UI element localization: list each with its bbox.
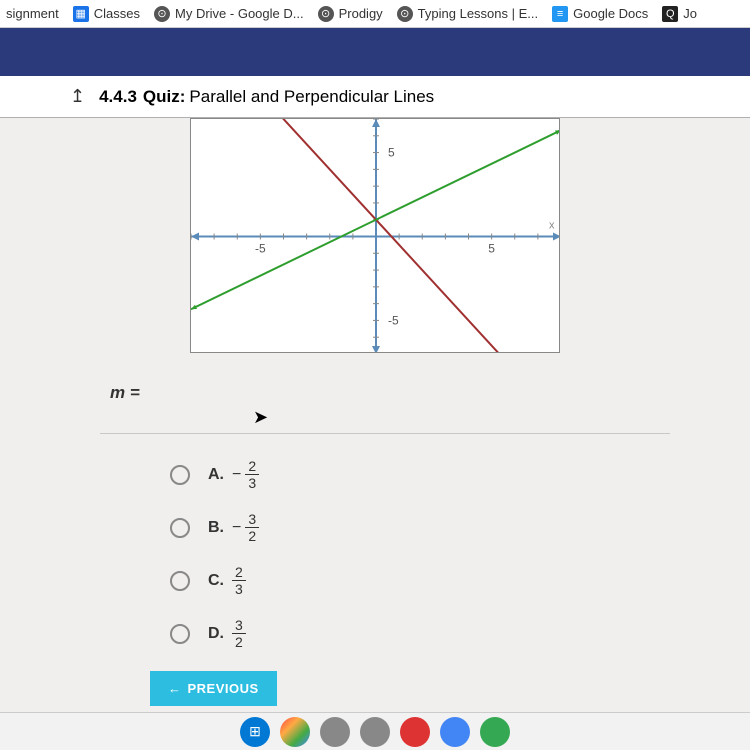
task-icon[interactable] (440, 717, 470, 747)
back-arrow-icon[interactable]: ↥ (70, 86, 85, 107)
bookmark-item[interactable]: ⊙ My Drive - Google D... (154, 6, 304, 22)
bookmark-icon: Q (662, 6, 678, 22)
task-icon[interactable] (480, 717, 510, 747)
bookmark-label: Google Docs (573, 6, 648, 21)
answer-options: A. −23 B. −32 C. 23 D. 32 (0, 459, 750, 649)
app-header-bar (0, 28, 750, 76)
bookmark-item[interactable]: signment (6, 6, 59, 21)
option-value: −23 (232, 459, 259, 490)
bookmark-label: Jo (683, 6, 697, 21)
divider (100, 433, 670, 434)
radio-icon (170, 518, 190, 538)
bookmark-item[interactable]: ▦ Classes (73, 6, 140, 22)
task-icon[interactable] (280, 717, 310, 747)
option-letter: C. (208, 572, 224, 590)
taskbar: ⊞ (0, 712, 750, 750)
quiz-kind: Quiz: (143, 87, 186, 107)
svg-text:x: x (549, 220, 555, 232)
content-area: 5 -5 5 -5 x m = A. −23 B. −32 C. 23 D. 32 ← PREVIOU… (0, 118, 750, 726)
bookmarks-bar: signment▦Classes⊙My Drive - Google D...⊙… (0, 0, 750, 28)
previous-button[interactable]: ← PREVIOUS (150, 671, 277, 706)
bookmark-icon: ⊙ (154, 6, 170, 22)
answer-option[interactable]: C. 23 (170, 565, 750, 596)
svg-text:-5: -5 (388, 313, 399, 327)
bookmark-icon: ⊙ (318, 6, 334, 22)
option-value: 23 (232, 565, 246, 596)
option-letter: B. (208, 519, 224, 537)
bookmark-item[interactable]: ≡ Google Docs (552, 6, 648, 22)
radio-icon (170, 571, 190, 591)
task-icon[interactable] (360, 717, 390, 747)
quiz-title: Parallel and Perpendicular Lines (189, 87, 434, 107)
arrow-left-icon: ← (168, 681, 182, 696)
bookmark-item[interactable]: ⊙ Prodigy (318, 6, 383, 22)
bookmark-label: signment (6, 6, 59, 21)
svg-text:5: 5 (488, 242, 495, 256)
svg-text:5: 5 (388, 146, 395, 160)
option-letter: A. (208, 466, 224, 484)
graph-box: 5 -5 5 -5 x (190, 118, 560, 353)
task-icon[interactable] (400, 717, 430, 747)
task-icon[interactable]: ⊞ (240, 717, 270, 747)
answer-option[interactable]: A. −23 (170, 459, 750, 490)
bookmark-label: Classes (94, 6, 140, 21)
bookmark-item[interactable]: Q Jo (662, 6, 697, 22)
quiz-header: ↥ 4.4.3 Quiz: Parallel and Perpendicular… (0, 76, 750, 118)
answer-option[interactable]: D. 32 (170, 618, 750, 649)
answer-option[interactable]: B. −32 (170, 512, 750, 543)
bookmark-label: Typing Lessons | E... (418, 6, 538, 21)
option-letter: D. (208, 625, 224, 643)
bookmark-label: Prodigy (339, 6, 383, 21)
option-value: −32 (232, 512, 259, 543)
bookmark-item[interactable]: ⊙ Typing Lessons | E... (397, 6, 538, 22)
question-prompt: m = (0, 353, 750, 423)
task-icon[interactable] (320, 717, 350, 747)
bookmark-icon: ⊙ (397, 6, 413, 22)
bookmark-icon: ≡ (552, 6, 568, 22)
radio-icon (170, 465, 190, 485)
option-value: 32 (232, 618, 246, 649)
bookmark-label: My Drive - Google D... (175, 6, 304, 21)
bookmark-icon: ▦ (73, 6, 89, 22)
previous-label: PREVIOUS (188, 681, 259, 696)
graph-svg: 5 -5 5 -5 x (191, 119, 560, 353)
quiz-id: 4.4.3 (99, 87, 137, 107)
radio-icon (170, 624, 190, 644)
svg-text:-5: -5 (255, 242, 266, 256)
